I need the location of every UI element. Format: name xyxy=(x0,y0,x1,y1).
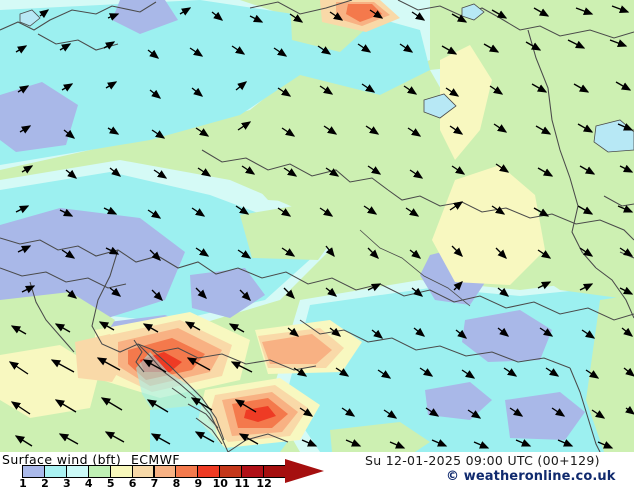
colorbar-tick-12: 12 xyxy=(256,477,272,490)
forecast-timestamp: Su 12-01-2025 09:00 UTC (00+129) xyxy=(365,453,600,468)
colorbar-tick-1: 1 xyxy=(19,477,27,490)
wind-barbs xyxy=(8,5,634,449)
copyright-notice: © weatheronline.co.uk xyxy=(446,469,616,484)
colorbar-tick-labels: 1 2 3 4 5 6 7 8 9 10 11 12 xyxy=(19,477,313,490)
colorbar-overflow-arrow xyxy=(285,459,324,483)
colorbar-tick-6: 6 xyxy=(128,477,137,490)
colorbar-tick-4: 4 xyxy=(84,477,93,490)
colorbar-tick-8: 8 xyxy=(172,477,181,490)
adriatic-sea-tint xyxy=(136,352,218,452)
wind-scale-colorbar[interactable] xyxy=(22,465,286,478)
colorbar-tick-5: 5 xyxy=(106,477,115,490)
wind-map-canvas[interactable] xyxy=(0,0,634,452)
colorbar-tick-2: 2 xyxy=(41,477,49,490)
map-borders xyxy=(0,0,634,452)
colorbar-tick-7: 7 xyxy=(150,477,159,490)
colorbar-tick-3: 3 xyxy=(63,477,71,490)
colorbar-tick-11: 11 xyxy=(234,477,250,490)
legend-model-name: ECMWF xyxy=(131,452,180,467)
colorbar-tick-9: 9 xyxy=(194,477,203,490)
colorbar-tick-10: 10 xyxy=(212,477,228,490)
legend-footer: Surface wind (bft) ECMWF 1 2 3 4 5 6 7 8 9 10 11 12… xyxy=(0,452,634,490)
wind-field-svg xyxy=(0,0,634,452)
legend-title: Surface wind (bft) xyxy=(2,452,122,467)
